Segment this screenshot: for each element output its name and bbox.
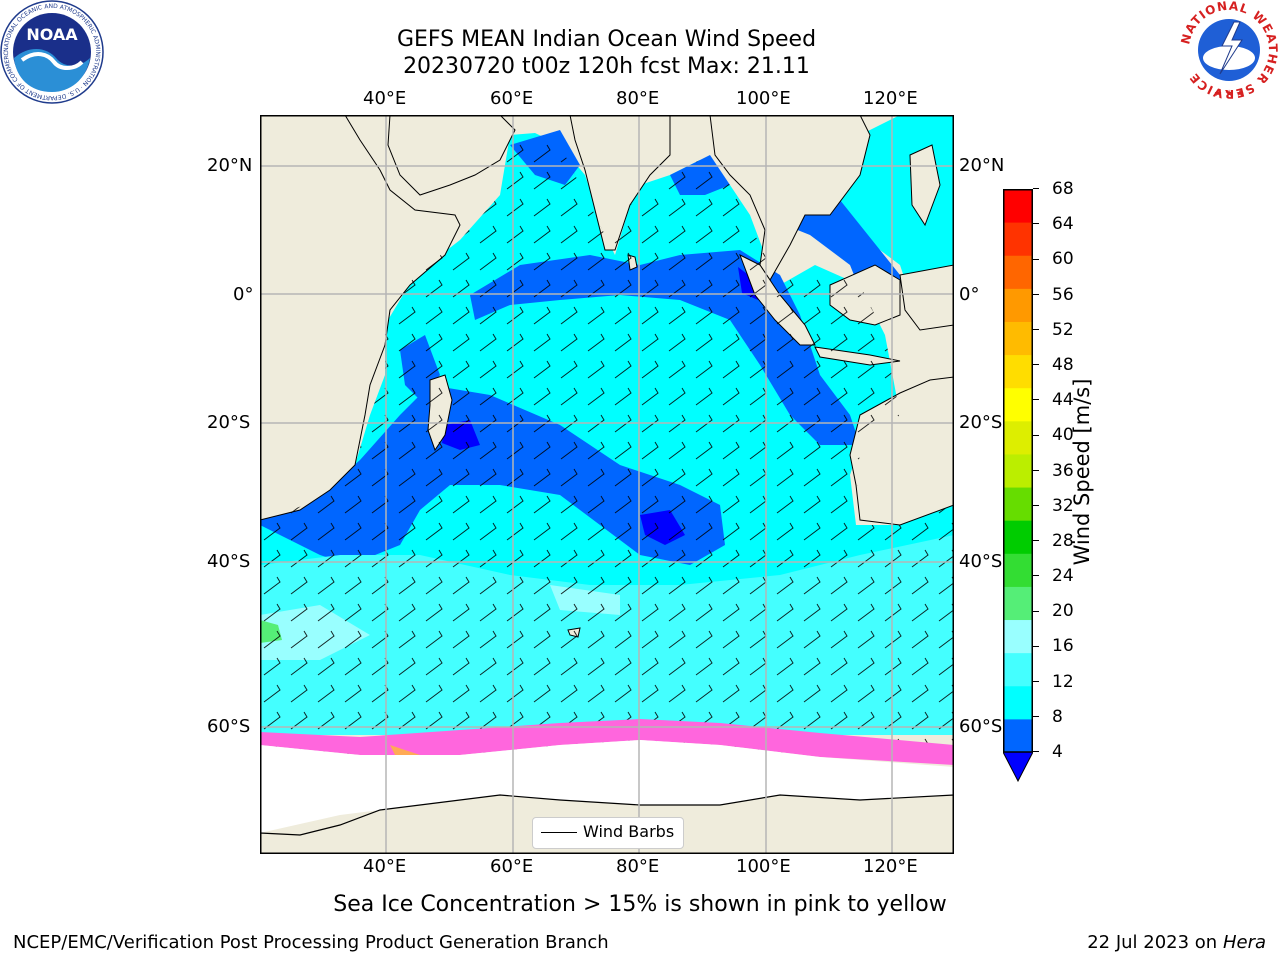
legend-label: Wind Barbs [583,822,675,841]
lon-tick-top: 120°E [863,88,918,109]
footer-date: 22 Jul 2023 on Hera [1087,933,1266,953]
colorbar-band [1003,189,1033,223]
nws-logo: NATIONAL WEATHER SERVICE ★ ★ ★ [1178,0,1280,101]
colorbar-tick-label: 44 [1052,390,1074,411]
colorbar-tick-label: 8 [1052,706,1063,727]
colorbar-band [1003,685,1033,720]
lat-tick-left: 40°S [207,551,251,572]
lat-tick-right: 40°S [959,551,1003,572]
lat-tick-left: 0° [233,284,254,305]
colorbar-band [1003,222,1033,256]
lat-tick-left: 60°S [207,716,251,737]
colorbar-tick-mark [1033,610,1039,612]
colorbar-label: Wind Speed [m/s] [1070,378,1094,566]
colorbar-band [1003,586,1033,621]
colorbar-tick-mark [1033,540,1039,542]
lon-tick-top: 60°E [490,88,534,109]
colorbar-band [1003,553,1033,587]
colorbar-tick-label: 68 [1052,179,1074,199]
wind-speed-map: Wind Barbs [260,115,954,854]
map-subtitle: 20230720 t00z 120h fcst Max: 21.11 [403,54,810,79]
colorbar-tick-label: 36 [1052,460,1074,481]
lat-tick-left: 20°S [207,412,251,433]
colorbar-tick-label: 40 [1052,425,1074,446]
colorbar-tick-label: 28 [1052,530,1074,551]
colorbar-band [1003,255,1033,289]
colorbar-under-arrow [1002,751,1034,783]
lon-tick-top: 100°E [736,88,791,109]
map-canvas [260,115,954,854]
colorbar-tick-mark [1033,504,1039,506]
colorbar-tick-mark [1033,716,1039,718]
lat-tick-left: 20°N [207,155,253,176]
colorbar-band [1003,619,1033,654]
colorbar-band [1003,420,1033,455]
colorbar-tick-label: 20 [1052,601,1074,622]
map-legend: Wind Barbs [532,817,684,849]
wind-barb-legend-line [541,832,577,833]
colorbar-tick-label: 32 [1052,495,1074,516]
colorbar-tick-label: 12 [1052,671,1074,692]
lon-tick-top: 80°E [616,88,660,109]
colorbar-band [1003,718,1033,753]
noaa-logo: NATIONAL OCEANIC AND ATMOSPHERIC ADMINIS… [0,0,104,104]
lon-tick-top: 40°E [363,88,407,109]
footer-date-text: 22 Jul 2023 on [1087,932,1223,953]
colorbar-tick-label: 56 [1052,284,1074,305]
lon-tick-bottom: 60°E [490,856,534,877]
colorbar-band [1003,288,1033,322]
svg-text:★ ★ ★: ★ ★ ★ [1214,89,1244,99]
colorbar [1002,189,1034,783]
colorbar-tick-mark [1033,469,1039,471]
lon-tick-bottom: 120°E [863,856,918,877]
colorbar-tick-label: 24 [1052,566,1074,587]
lon-tick-bottom: 100°E [736,856,791,877]
lat-tick-right: 20°N [959,155,1005,176]
lat-tick-right: 20°S [959,412,1003,433]
colorbar-tick-mark [1033,680,1039,682]
colorbar-tick-mark [1033,399,1039,401]
colorbar-tick-mark [1033,329,1039,330]
lon-tick-bottom: 80°E [616,856,660,877]
colorbar-tick-label: 4 [1052,742,1063,762]
map-title: GEFS MEAN Indian Ocean Wind Speed [396,27,817,52]
lat-tick-right: 0° [959,284,980,305]
colorbar-band [1003,520,1033,554]
svg-text:NOAA: NOAA [26,25,78,44]
sea-ice-edge [260,719,954,765]
colorbar-band [1003,387,1033,422]
antarctic-ice [260,740,954,833]
colorbar-tick-mark [1033,293,1039,295]
sea-ice-caption: Sea Ice Concentration > 15% is shown in … [333,892,947,917]
colorbar-tick-label: 52 [1052,319,1074,340]
colorbar-band [1003,652,1033,687]
lat-tick-right: 60°S [959,716,1003,737]
colorbar-tick-mark [1033,434,1039,436]
lon-tick-bottom: 40°E [363,856,407,877]
colorbar-tick-mark [1033,751,1039,753]
colorbar-band [1003,354,1033,389]
colorbar-tick-mark [1033,258,1039,260]
graticule [260,115,954,854]
colorbar-tick-label: 64 [1052,214,1074,235]
colorbar-tick-label: 16 [1052,636,1074,657]
colorbar-tick-mark [1033,645,1039,647]
colorbar-tick-label: 48 [1052,354,1074,375]
colorbar-tick-mark [1033,575,1039,577]
colorbar-tick-mark [1033,223,1039,225]
colorbar-band [1003,453,1033,488]
colorbar-band [1003,487,1033,521]
footer-organization: NCEP/EMC/Verification Post Processing Pr… [13,932,609,953]
colorbar-tick-label: 60 [1052,249,1074,270]
colorbar-tick-mark [1033,364,1039,366]
colorbar-tick-mark [1033,188,1039,190]
colorbar-band [1003,321,1033,356]
footer-host: Hera [1222,932,1266,953]
